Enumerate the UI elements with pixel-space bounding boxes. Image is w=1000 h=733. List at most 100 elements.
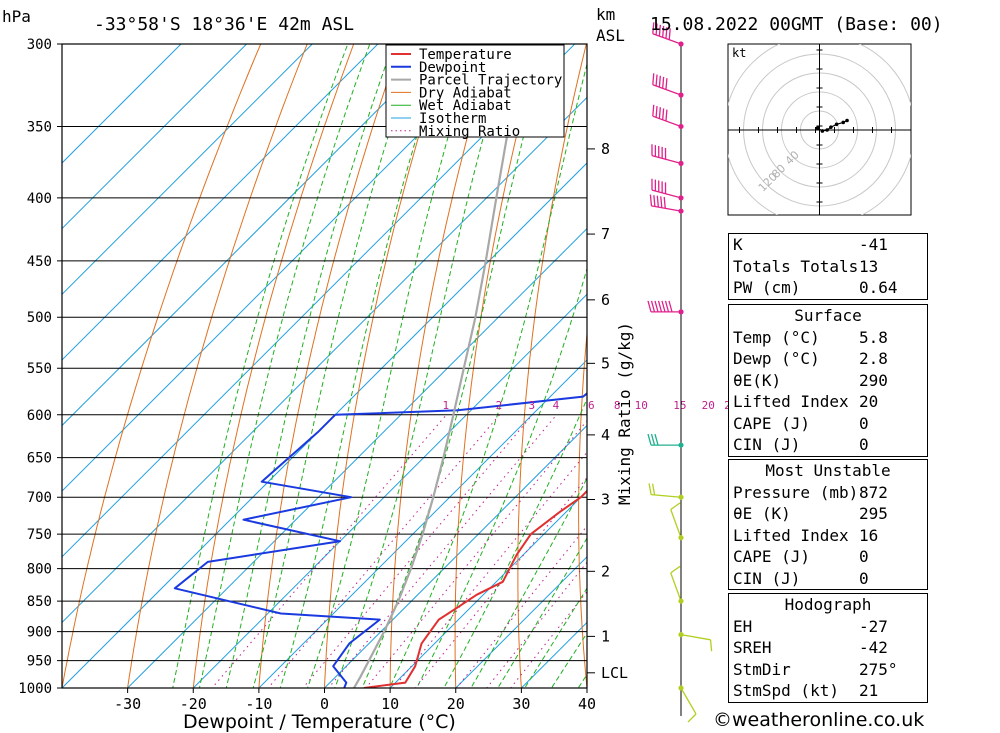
wet-adiabat-line	[172, 44, 349, 688]
wind-barb-flag	[663, 196, 666, 209]
pressure-tick-label: 900	[27, 625, 52, 641]
most-unstable-title: Most Unstable	[765, 461, 891, 480]
index-value: 275°	[859, 659, 898, 679]
pressure-tick-label: 450	[27, 254, 52, 270]
wind-barb-flag	[649, 194, 653, 206]
index-row: CAPE (J) 0	[729, 413, 927, 435]
wind-barb-flag	[652, 73, 655, 85]
dry-adiabat-line	[956, 0, 1000, 714]
legend-entry: Dry Adiabat	[419, 85, 512, 101]
mixing-ratio-line	[211, 414, 447, 688]
index-value: 20	[859, 392, 879, 411]
wind-barb-flag	[662, 76, 665, 89]
hodograph-title: Hodograph	[784, 595, 872, 614]
x-tick-label: 0	[320, 695, 329, 713]
most-unstable-box: Most Unstable Pressure (mb) 872 θE (K) 295 L…	[728, 459, 928, 590]
mixing-ratio-tick-label: 2	[496, 399, 503, 412]
isotherm-line	[455, 556, 587, 688]
mixing-ratio-line	[414, 476, 587, 688]
isotherm-line	[62, 44, 314, 296]
km-tick-label: 4	[601, 426, 610, 444]
isotherm-line	[323, 424, 587, 688]
mixing-ratio-tick-label: 4	[553, 399, 560, 412]
mixing-ratio-line	[327, 414, 557, 688]
index-value: 0	[859, 435, 869, 454]
hodograph-point	[825, 128, 829, 132]
legend-entry: Dewpoint	[419, 60, 486, 76]
mixing-ratio-line	[302, 414, 533, 688]
pressure-tick-label: 400	[27, 191, 52, 207]
index-label: Temp (°C)	[733, 327, 820, 347]
index-label: StmDir	[733, 659, 791, 679]
pressure-tick-label: 850	[27, 594, 52, 610]
index-label: Lifted Index	[733, 525, 849, 545]
wind-barb-flag	[660, 196, 663, 208]
footer-credit[interactable]: ©weatheronline.co.uk	[713, 709, 925, 731]
index-row: EH -27	[729, 616, 927, 638]
pressure-tick-label: 750	[27, 527, 52, 543]
index-label: K	[733, 235, 743, 254]
wind-barb-flag	[665, 109, 668, 122]
wind-barb-staff	[670, 572, 682, 602]
wind-barb-staff	[651, 205, 682, 212]
wind-barb-flag	[687, 713, 697, 723]
wet-adiabat-line	[388, 62, 587, 688]
km-tick-label: 2	[601, 562, 610, 580]
isotherm-line	[62, 96, 587, 624]
index-row: CAPE (J) 0	[729, 546, 927, 568]
wind-barb-flag	[655, 23, 658, 35]
wind-barb-flag	[650, 433, 656, 446]
wind-barb-flag	[648, 483, 652, 495]
x-tick-label: 20	[447, 695, 465, 713]
wind-barb-flag	[670, 502, 681, 511]
wind-barb-staff	[651, 493, 682, 498]
index-value: 16	[859, 525, 879, 545]
pressure-tick-label: 700	[27, 490, 52, 506]
index-label: CIN (J)	[733, 568, 801, 588]
wind-barb-flag	[658, 75, 661, 88]
mixing-ratio-tick-label: 3	[528, 399, 535, 412]
index-value: 872	[859, 482, 888, 502]
dry-adiabat-line	[638, 0, 701, 714]
isotherm-line	[62, 44, 248, 230]
wind-barb-flag	[668, 300, 673, 313]
wind-barb-flag	[665, 27, 668, 39]
km-tick-label: LCL	[601, 664, 628, 682]
index-row: StmDir 275°	[729, 659, 927, 681]
index-value: 0.64	[859, 278, 898, 297]
wind-barb-flag	[647, 300, 652, 313]
km-tick-label: 8	[601, 140, 610, 158]
index-value: 0	[859, 413, 869, 433]
index-value: 295	[859, 504, 888, 523]
index-row: θE(K) 290	[729, 370, 927, 392]
legend-entry: Mixing Ratio	[419, 124, 520, 140]
wind-barb-flag	[657, 300, 663, 313]
wind-barb-flag	[655, 105, 658, 118]
x-tick-label: -10	[245, 695, 272, 713]
pressure-tick-label: 800	[27, 562, 52, 578]
index-label: CIN (J)	[733, 435, 801, 454]
wind-barb-staff	[651, 189, 682, 199]
pressure-tick-label: 350	[27, 119, 52, 135]
index-row: Lifted Index 20	[729, 391, 927, 413]
series-line-dewpoint	[173, 392, 587, 688]
hodograph-point	[834, 122, 839, 127]
hodograph-unit-label: kt	[732, 46, 746, 60]
wind-barb-flag	[654, 300, 659, 313]
index-value: 5.8	[859, 327, 888, 347]
index-row: SREH -42	[729, 637, 927, 659]
plot-frame	[61, 43, 588, 689]
datetime-title: 15.08.2022 00GMT (Base: 00)	[650, 14, 943, 35]
legend-entry: Temperature	[419, 47, 512, 63]
index-row: CIN (J) 0	[729, 568, 927, 590]
mixing-ratio-line	[510, 590, 587, 688]
hodograph-point	[841, 120, 846, 125]
x-tick-label: -30	[114, 695, 141, 713]
index-label: PW (cm)	[733, 278, 801, 297]
index-value: 0	[859, 568, 869, 588]
x-tick-label: -20	[180, 695, 207, 713]
index-label: Dewp (°C)	[733, 349, 820, 368]
wind-barb-flag	[658, 107, 661, 119]
